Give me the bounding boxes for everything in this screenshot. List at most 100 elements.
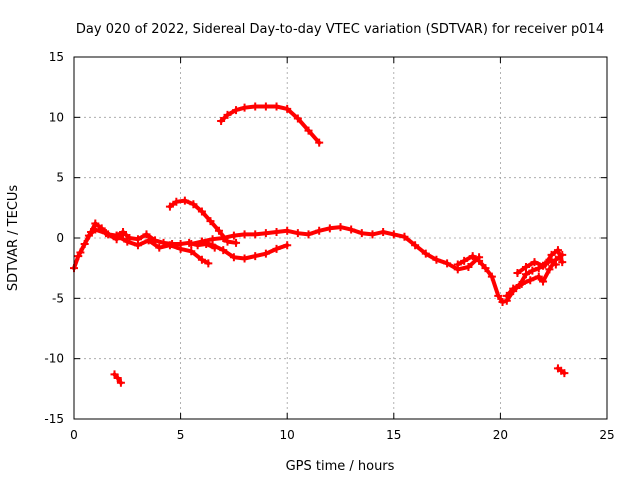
x-tick-label: 15 — [386, 428, 401, 442]
data-point — [223, 110, 232, 119]
data-point — [494, 291, 503, 300]
series-line — [114, 233, 211, 266]
series-arc-main-c — [76, 225, 128, 257]
data-point — [526, 276, 535, 285]
data-point — [142, 230, 151, 239]
data-point — [240, 230, 249, 239]
data-point — [197, 207, 206, 216]
data-point — [113, 373, 122, 382]
y-tick-label: 10 — [49, 110, 64, 124]
data-point — [534, 272, 543, 281]
data-point — [133, 241, 142, 250]
data-point — [172, 197, 181, 206]
data-point — [119, 230, 128, 239]
y-tick-label: 15 — [49, 50, 64, 64]
data-point — [112, 235, 121, 244]
x-axis-label: GPS time / hours — [286, 459, 395, 474]
data-point — [180, 196, 189, 205]
data-point — [481, 264, 490, 273]
data-point — [84, 231, 93, 240]
data-point — [283, 104, 292, 113]
data-point — [475, 256, 484, 265]
data-point — [347, 225, 356, 234]
data-point — [91, 225, 100, 234]
data-point — [432, 255, 441, 264]
data-point — [155, 243, 164, 252]
data-point — [389, 230, 398, 239]
data-point — [558, 250, 567, 259]
data-point — [187, 247, 196, 256]
data-point — [421, 249, 430, 258]
data-point — [197, 255, 206, 264]
data-point — [187, 240, 196, 249]
series-arc-late-a — [453, 246, 567, 306]
data-point — [368, 230, 377, 239]
data-point — [251, 102, 260, 111]
data-point — [539, 277, 548, 286]
data-point — [553, 246, 562, 255]
chart-title: Day 020 of 2022, Sidereal Day-to-day VTE… — [76, 22, 604, 37]
y-tick-label: -5 — [52, 291, 64, 305]
data-point — [357, 229, 366, 238]
data-point — [528, 266, 537, 275]
data-point — [165, 202, 174, 211]
data-point — [336, 223, 345, 232]
data-point — [558, 258, 567, 267]
data-point — [325, 224, 334, 233]
data-point — [560, 369, 569, 378]
data-point — [379, 227, 388, 236]
data-point — [261, 229, 270, 238]
y-tick-label: 0 — [56, 231, 64, 245]
data-point — [521, 270, 530, 279]
data-point — [223, 237, 232, 246]
x-tick-label: 0 — [70, 428, 78, 442]
plot-frame — [73, 56, 608, 420]
series-arc-low — [197, 237, 292, 263]
data-point — [197, 237, 206, 246]
x-tick-label: 25 — [599, 428, 614, 442]
x-tick-label: 5 — [177, 428, 185, 442]
data-point — [453, 260, 462, 269]
data-point — [502, 291, 511, 300]
data-point — [144, 236, 153, 245]
y-tick-label: 5 — [56, 171, 64, 185]
data-point — [530, 258, 539, 267]
data-point — [545, 265, 554, 274]
data-point — [304, 126, 313, 135]
data-point — [101, 229, 110, 238]
series-arc-main-a — [70, 219, 219, 273]
data-point — [272, 102, 281, 111]
data-point — [517, 279, 526, 288]
data-point — [293, 229, 302, 238]
data-point — [513, 268, 522, 277]
data-point — [411, 241, 420, 250]
data-point — [261, 249, 270, 258]
series-arc-spot-a — [110, 370, 125, 387]
data-point — [272, 227, 281, 236]
data-point — [464, 262, 473, 271]
data-point — [315, 138, 324, 147]
data-point — [283, 241, 292, 250]
data-point — [315, 226, 324, 235]
data-point — [208, 241, 217, 250]
data-point — [460, 256, 469, 265]
data-point — [547, 250, 556, 259]
data-point — [304, 230, 313, 239]
data-point — [116, 378, 125, 387]
data-point — [165, 241, 174, 250]
data-point — [176, 244, 185, 253]
data-point — [76, 248, 85, 257]
data-point — [468, 252, 477, 261]
series-arc-mid — [187, 223, 484, 274]
data-point — [545, 255, 554, 264]
data-point — [214, 226, 223, 235]
data-point — [240, 103, 249, 112]
data-point — [539, 261, 548, 270]
data-point — [487, 272, 496, 281]
series-arc-top — [217, 102, 324, 147]
data-point — [240, 254, 249, 263]
data-point — [283, 226, 292, 235]
data-point — [509, 284, 518, 293]
series-arc-late-c — [513, 255, 560, 277]
